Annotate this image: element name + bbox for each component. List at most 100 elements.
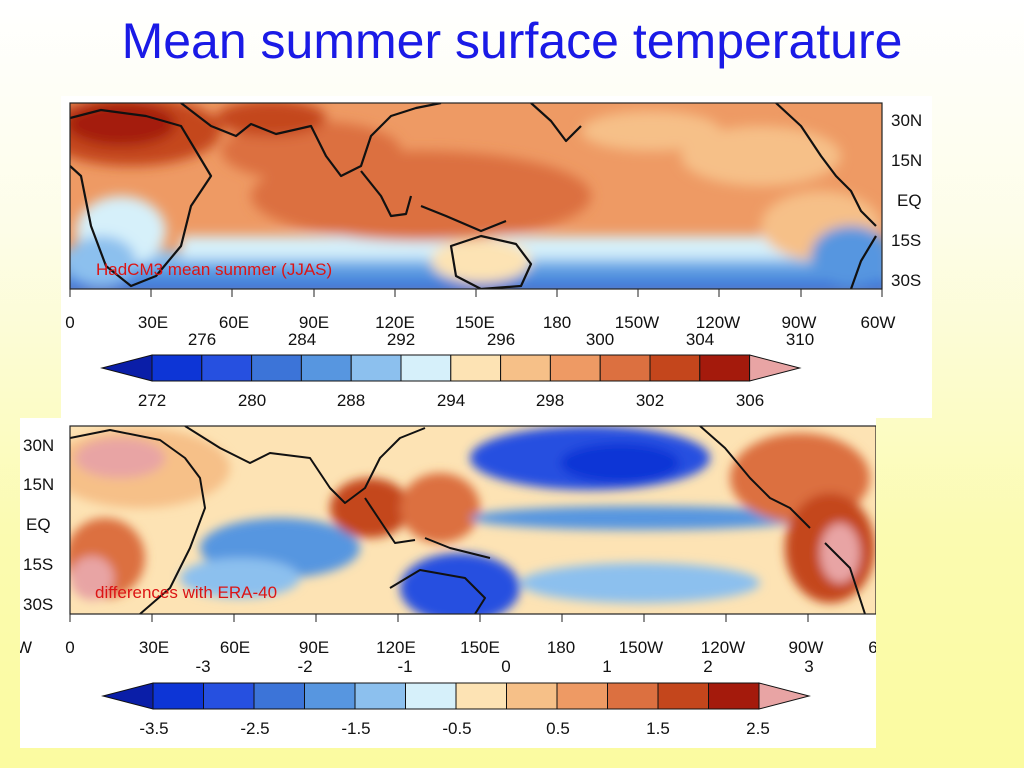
colorbar-segment [758,682,811,710]
lon-label: 60E [220,638,250,657]
colorbar-segment [556,682,608,710]
colorbar-segment [253,682,305,710]
hadcm3-panel: HadCM3 mean summer (JJAS) 0 30E 60E 90E … [61,96,932,418]
colorbar-segment [599,354,651,382]
colorbar-tick: 306 [736,391,764,410]
colorbar-tick: -0.5 [442,719,471,738]
difference-panel: differences with ERA-40 30N 15N EQ 15S 3… [16,418,878,748]
lat-label: 15S [891,231,921,250]
colorbar-segment [455,682,507,710]
colorbar-segment [201,354,253,382]
colorbar-upper-ticks: 276 284 292 296 300 304 310 [188,330,814,349]
hadcm3-figure: HadCM3 mean summer (JJAS) 0 30E 60E 90E … [65,102,922,410]
colorbar-tick: 296 [487,330,515,349]
lon-label: 150E [460,638,500,657]
lon-label: 120E [375,313,415,332]
difference-figure: differences with ERA-40 30N 15N EQ 15S 3… [16,425,878,738]
colorbar-tick: -3 [195,657,210,676]
map-caption: differences with ERA-40 [95,583,277,602]
difference-colorbar [101,682,811,710]
colorbar-tick: 284 [288,330,316,349]
colorbar-segment [350,354,402,382]
colorbar-segment [251,354,302,382]
colorbar-tick: 310 [786,330,814,349]
lon-label: 150E [455,313,495,332]
colorbar-tick: 300 [586,330,614,349]
lat-label: EQ [897,191,922,210]
colorbar-tick: 1 [602,657,611,676]
colorbar-segment [400,354,452,382]
longitude-axis: 0 30E 60E 90E 120E 150E 180 150W 120W 90… [65,289,895,332]
lon-label: 120W [696,313,740,332]
colorbar-tick: -3.5 [139,719,168,738]
lon-label: 150W [615,313,659,332]
map-caption: HadCM3 mean summer (JJAS) [96,260,332,279]
colorbar-segment [549,354,601,382]
lon-label: 0 [65,638,74,657]
colorbar-segment [607,682,659,710]
lon-label: 90W [789,638,824,657]
colorbar-tick: 272 [138,391,166,410]
lat-label: 30N [891,111,922,130]
slide-title: Mean summer surface temperature [121,13,903,69]
lat-label: 30N [23,436,54,455]
colorbar-tick: 280 [238,391,266,410]
colorbar-segment [151,354,203,382]
lon-label: 180 [547,638,575,657]
colorbar-tick: -1.5 [341,719,370,738]
lat-label: EQ [26,515,51,534]
lat-label: 30S [891,271,921,290]
lat-label: 30S [23,595,53,614]
lat-label: 15N [23,475,54,494]
lon-label: 0 [65,313,74,332]
colorbar-tick: 302 [636,391,664,410]
lon-label: 90E [299,313,329,332]
lat-label: 15S [23,555,53,574]
hadcm3-temperature-map [70,103,882,289]
colorbar-segment [649,354,701,382]
lon-label: 90W [782,313,817,332]
lon-label: 150W [619,638,663,657]
colorbar-lower-ticks: 272 280 288 294 298 302 306 [138,391,764,410]
colorbar-tick: -2.5 [240,719,269,738]
colorbar-segment [354,682,406,710]
colorbar-tick: 304 [686,330,714,349]
longitude-axis: W 0 30E 60E 90E 120E 150E 180 150W 120W … [16,614,878,657]
colorbar-segment [699,354,751,382]
colorbar-tick: 298 [536,391,564,410]
colorbar-segment [500,354,551,382]
difference-map [70,426,876,614]
colorbar-segment [506,682,558,710]
colorbar-tick: -1 [397,657,412,676]
colorbar-tick: 3 [804,657,813,676]
colorbar-upper-ticks: -3 -2 -1 0 1 2 3 [195,657,813,676]
colorbar-segment [749,354,802,382]
lon-label: W [20,638,32,657]
lon-label: 6 [868,638,876,657]
colorbar-segment [101,682,154,710]
lon-label: 30E [138,313,168,332]
colorbar-tick: 1.5 [646,719,670,738]
colorbar-segment [708,682,760,710]
colorbar-tick: 294 [437,391,465,410]
colorbar-tick: 2.5 [746,719,770,738]
colorbar-tick: 288 [337,391,365,410]
lon-label: 60E [219,313,249,332]
colorbar-tick: 0.5 [546,719,570,738]
latitude-axis: 30N 15N EQ 15S 30S [891,111,922,290]
colorbar-segment [405,682,457,710]
colorbar-tick: -2 [297,657,312,676]
colorbar-segment [450,354,502,382]
hadcm3-colorbar [100,354,802,382]
lon-label: 60W [861,313,896,332]
lon-label: 120W [701,638,745,657]
lon-label: 120E [376,638,416,657]
lon-label: 30E [139,638,169,657]
colorbar-segment [300,354,352,382]
colorbar-segment [304,682,356,710]
colorbar-tick: 2 [703,657,712,676]
colorbar-tick: 276 [188,330,216,349]
latitude-axis: 30N 15N EQ 15S 30S [23,436,54,614]
lon-label: 90E [299,638,329,657]
colorbar-tick: 292 [387,330,415,349]
